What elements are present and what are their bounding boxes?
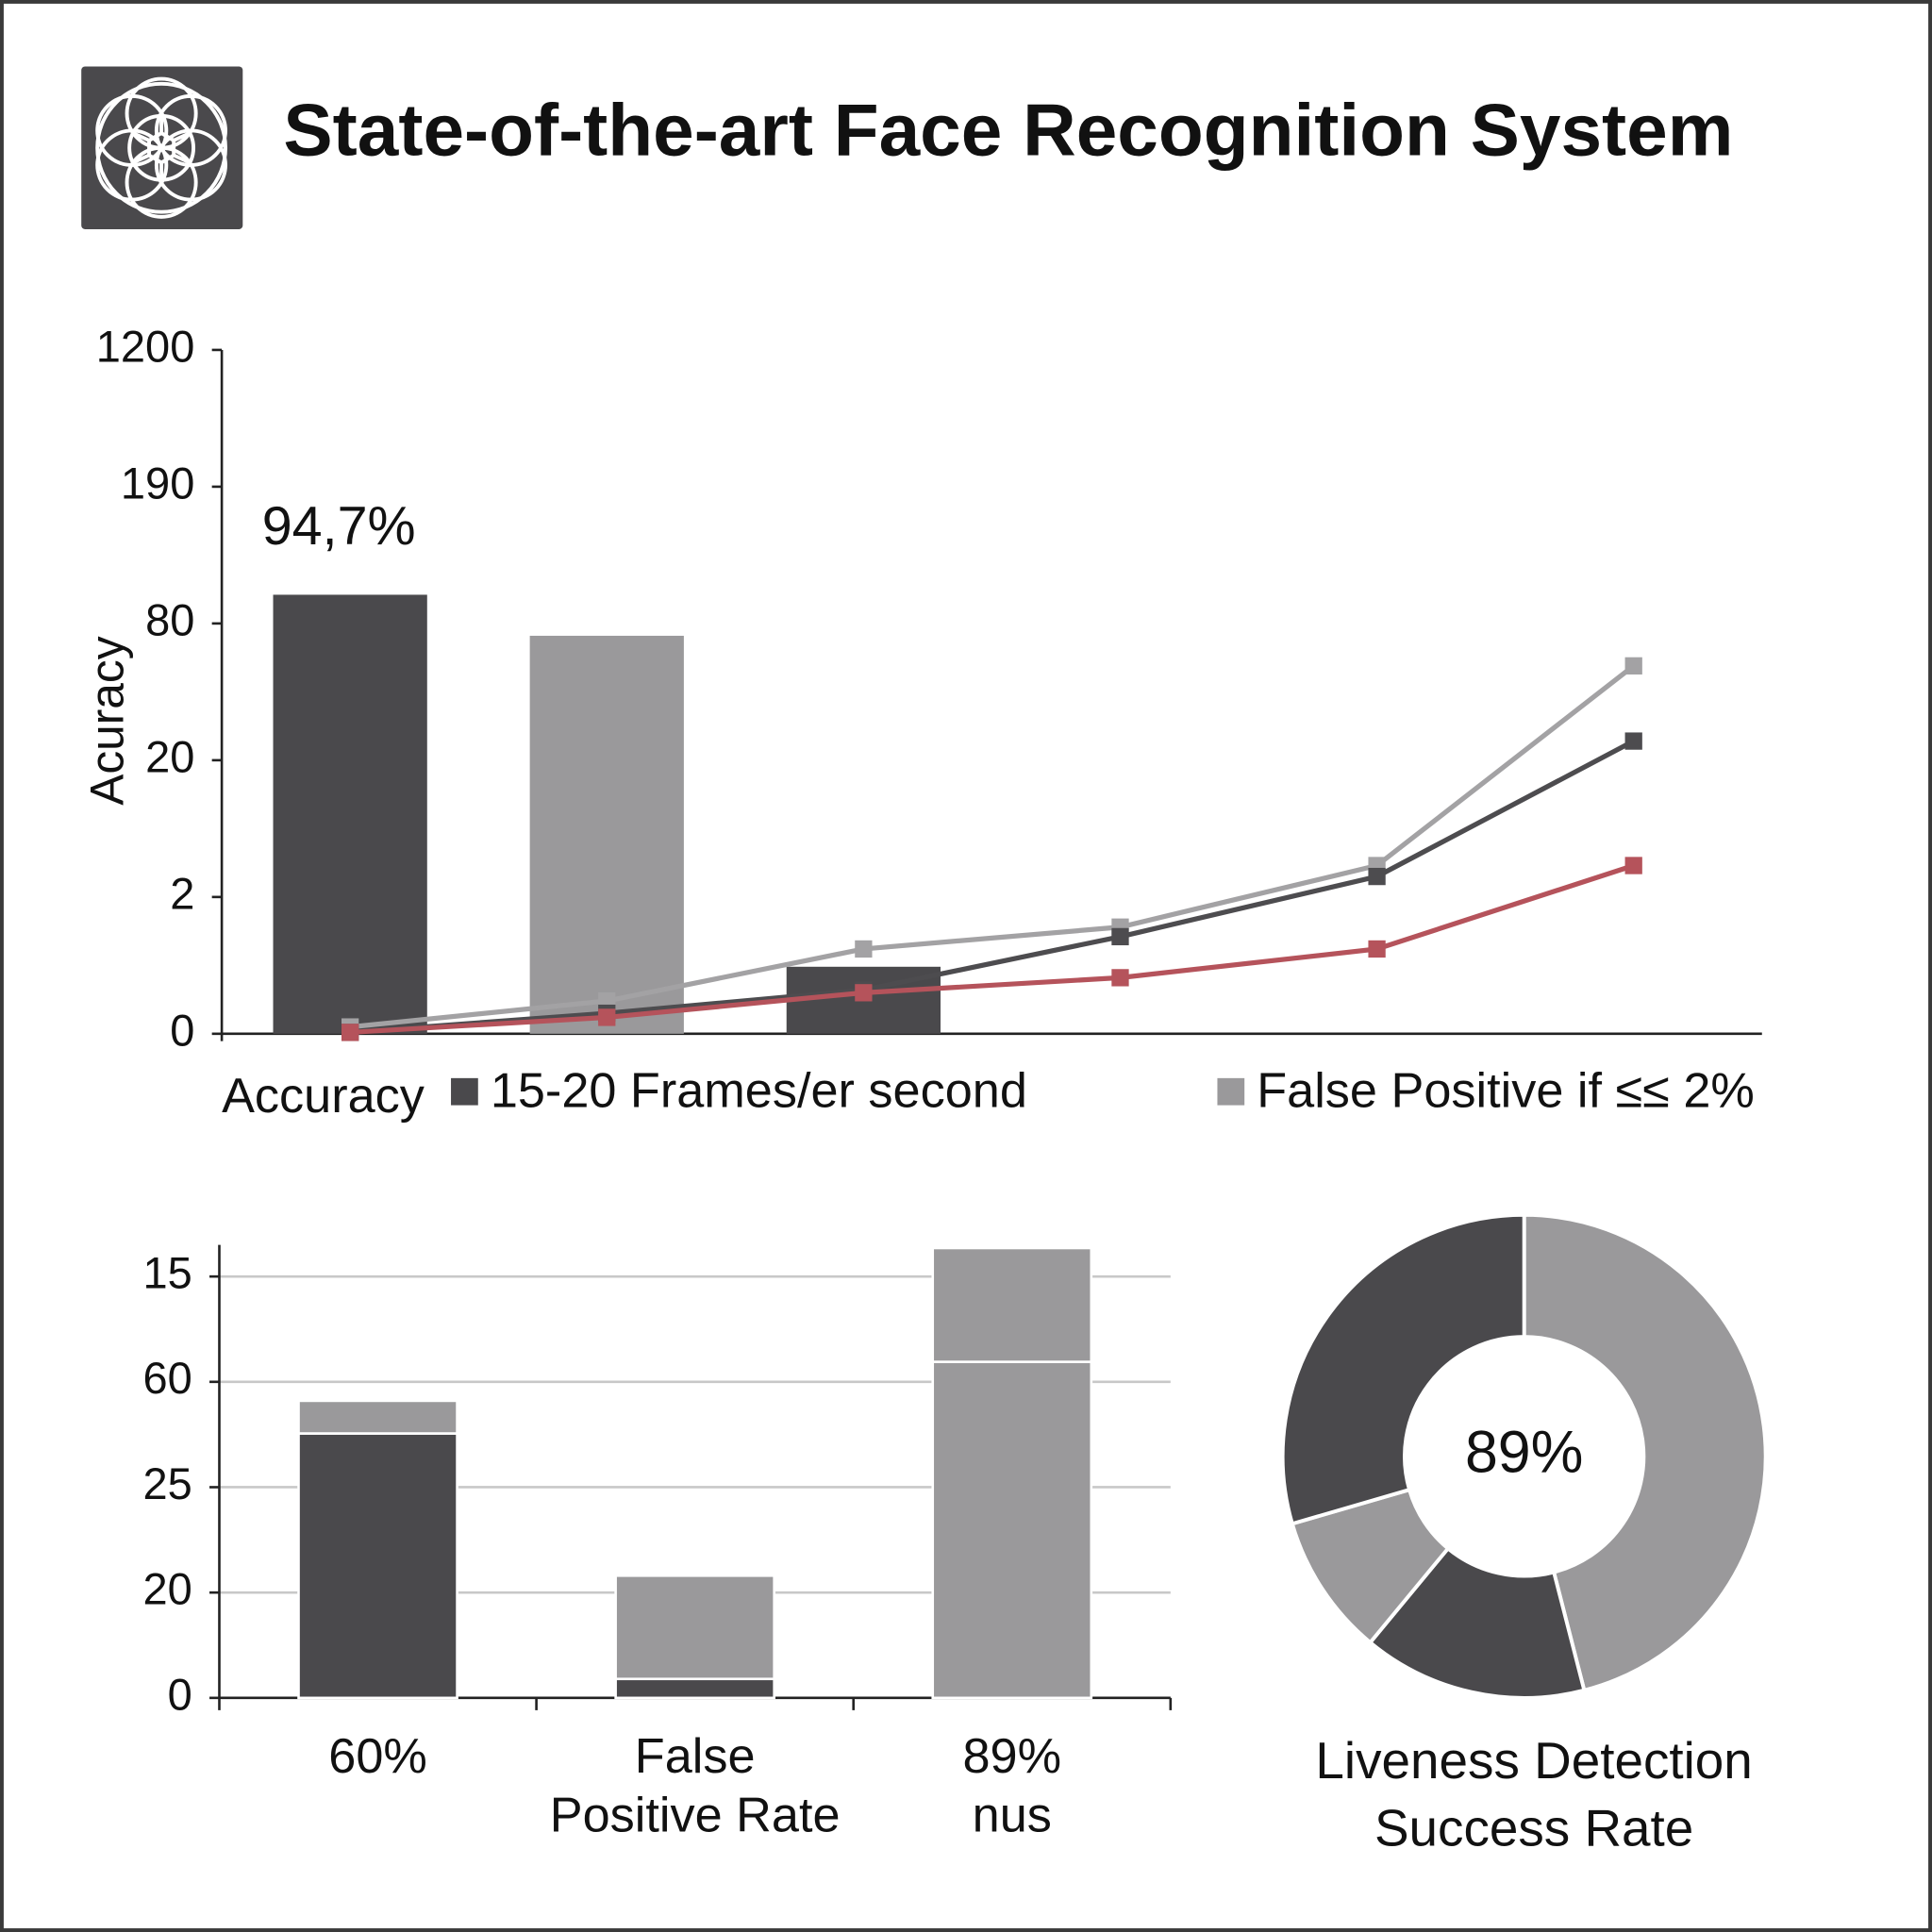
bar-segment — [931, 1246, 1093, 1363]
legend-swatch — [1217, 1077, 1245, 1106]
donut-segment — [1367, 1545, 1587, 1700]
line-point — [341, 1024, 359, 1041]
y-tick-label: 20 — [145, 731, 194, 781]
chart-title: Liveness Detection — [1315, 1731, 1752, 1790]
line-point — [1111, 969, 1129, 987]
bar — [529, 635, 684, 1034]
x-tick-label: False — [635, 1729, 756, 1784]
line-point — [1368, 867, 1386, 886]
y-tick-label: 25 — [142, 1458, 192, 1508]
donut-center-label: 89% — [1465, 1419, 1583, 1485]
bar-segment — [931, 1360, 1093, 1700]
legend-label: False Positive if ≤≤ 2% — [1257, 1064, 1755, 1119]
donut-segment — [1280, 1212, 1526, 1526]
y-axis-label: Acuracy — [81, 636, 134, 805]
bar-segment — [297, 1432, 458, 1700]
legend-swatch — [451, 1077, 478, 1106]
y-tick-label: 20 — [142, 1564, 192, 1614]
line — [350, 863, 1635, 1035]
y-tick-label: 190 — [121, 458, 194, 508]
legend-label: 15-20 Frames/er second — [491, 1064, 1027, 1119]
y-tick-label: 80 — [145, 594, 194, 644]
annotation: 94,7% — [262, 496, 416, 557]
y-tick-label: 0 — [170, 1005, 194, 1055]
x-tick-label: 89% — [962, 1729, 1061, 1784]
y-tick-label: 0 — [168, 1669, 192, 1719]
line-point — [1624, 657, 1642, 675]
donut-segment — [1522, 1212, 1768, 1693]
line — [349, 663, 1636, 1030]
x-tick-label: nus — [973, 1789, 1052, 1843]
page-title: State-of-the-art Face Recognition System — [283, 88, 1733, 171]
y-tick-label: 2 — [170, 868, 194, 918]
x-tick-label: Positive Rate — [550, 1789, 841, 1843]
line-point — [1111, 927, 1129, 946]
x-tick-label: 60% — [328, 1729, 427, 1784]
bar-segment — [614, 1677, 775, 1700]
line-point — [855, 940, 873, 958]
line-point — [855, 984, 873, 1002]
chart-title: Success Rate — [1374, 1799, 1693, 1857]
legend-title: Accuracy — [222, 1069, 425, 1124]
line — [349, 739, 1635, 1035]
bar-segment — [297, 1399, 458, 1435]
line-point — [1624, 732, 1642, 750]
line-point — [1624, 857, 1642, 874]
y-tick-label: 15 — [142, 1248, 192, 1298]
bar-segment — [614, 1574, 775, 1681]
y-tick-label: 60 — [142, 1353, 192, 1403]
line-point — [1368, 940, 1386, 958]
line-point — [598, 1008, 616, 1026]
y-tick-label: 1200 — [96, 321, 195, 371]
bar — [273, 594, 427, 1034]
logo — [81, 66, 243, 229]
